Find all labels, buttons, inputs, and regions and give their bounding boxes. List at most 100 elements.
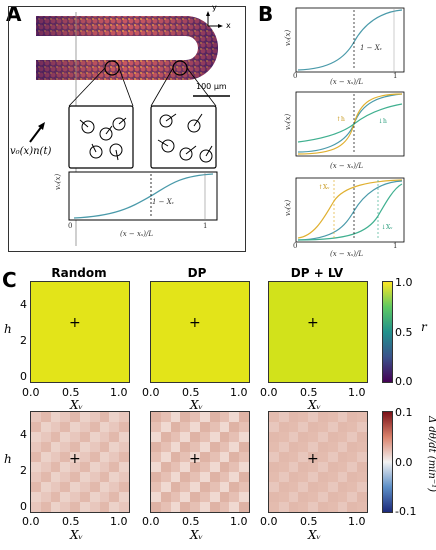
xtick-t3-1: 0.5 xyxy=(300,386,318,399)
heatmap-cell xyxy=(308,472,318,482)
xlabel-b2: Xᵥ xyxy=(190,528,204,542)
h-label-top: h xyxy=(4,322,12,336)
heatmap-cell xyxy=(109,422,120,432)
scalebar-label: 100 μm xyxy=(196,82,227,91)
cells-left xyxy=(79,117,127,161)
ytick-bot-4: 4 xyxy=(20,428,27,441)
heatmap-cell xyxy=(209,442,220,452)
heatmap-cell xyxy=(151,442,161,452)
graph-a-tick-0: 0 xyxy=(68,222,73,230)
xtick-t2-1: 0.5 xyxy=(182,386,200,399)
heatmap-cell xyxy=(170,422,181,432)
heatmap-cell xyxy=(70,482,80,492)
heatmap-cell xyxy=(288,422,299,432)
heatmap-cell xyxy=(89,432,100,442)
heatmap-cell xyxy=(190,472,200,482)
heatmap-cell xyxy=(229,452,240,462)
heatmap-cell xyxy=(31,482,41,492)
heatmap-cell xyxy=(190,502,200,512)
heatmap-cell xyxy=(180,482,191,492)
plot-b2-xlabel: (x − xₛ)/L xyxy=(330,162,364,170)
heatmap-cell xyxy=(180,442,191,452)
heatmap-bottom-dplv xyxy=(268,411,368,513)
heatmap-cell xyxy=(60,422,71,432)
heatmap-cell xyxy=(219,442,230,452)
heatmap-cell xyxy=(219,472,230,482)
ytick-top-0: 0 xyxy=(20,370,27,383)
xtick-b3-1: 0.5 xyxy=(300,515,318,528)
xtick-t1-2: 1.0 xyxy=(110,386,128,399)
heatmap-cell xyxy=(308,482,318,492)
heatmap-cell xyxy=(109,502,120,512)
heatmap-cell xyxy=(151,452,161,462)
heatmap-cell xyxy=(357,432,367,442)
marker-top-dplv: + xyxy=(307,315,319,331)
plot-b2-ylabel: v₀(x) xyxy=(284,113,292,130)
heatmap-cell xyxy=(200,452,210,462)
heatmap-cell xyxy=(60,492,71,502)
heatmap-cell xyxy=(180,472,191,482)
heatmap-cell xyxy=(209,482,220,492)
heatmap-bottom-random xyxy=(30,411,130,513)
heatmap-cell xyxy=(190,432,200,442)
heatmap-cell xyxy=(40,482,51,492)
heatmap-cell xyxy=(119,442,129,452)
heatmap-cell xyxy=(219,422,230,432)
heatmap-cell xyxy=(209,462,220,472)
heatmap-cell xyxy=(357,472,367,482)
heatmap-cell xyxy=(288,432,299,442)
heatmap-cell xyxy=(298,462,309,472)
heatmap-cell xyxy=(318,422,328,432)
xtick-t3-2: 1.0 xyxy=(348,386,366,399)
heatmap-cell xyxy=(50,432,61,442)
plot-b3-annotation-up: ↑Xᵥ xyxy=(318,184,330,191)
heatmap-cell xyxy=(80,452,90,462)
heatmap-cell xyxy=(298,412,309,422)
heatmap-cell xyxy=(239,472,249,482)
ytick-top-2: 2 xyxy=(20,334,27,347)
heatmap-cell xyxy=(200,432,210,442)
heatmap-cell xyxy=(278,472,289,482)
marker-top-dp: + xyxy=(189,315,201,331)
heatmap-cell xyxy=(40,502,51,512)
heatmap-cell xyxy=(190,422,200,432)
heatmap-cell xyxy=(70,472,80,482)
heatmap-cell xyxy=(347,472,358,482)
heatmap-cell xyxy=(327,482,338,492)
heatmap-cell xyxy=(278,442,289,452)
heatmap-cell xyxy=(229,472,240,482)
heatmap-cell xyxy=(239,432,249,442)
ytick-top-4: 4 xyxy=(20,298,27,311)
heatmap-cell xyxy=(31,492,41,502)
heatmap-cell xyxy=(99,462,110,472)
heatmap-cell xyxy=(160,452,171,462)
marker-bottom-random: + xyxy=(69,451,81,467)
heatmap-cell xyxy=(219,462,230,472)
cbar-r-tick-0: 0.0 xyxy=(395,375,413,388)
heatmap-cell xyxy=(70,442,80,452)
heatmap-cell xyxy=(89,452,100,462)
xtick-t1-0: 0.0 xyxy=(22,386,40,399)
heatmap-cell xyxy=(308,442,318,452)
graph-a-box xyxy=(68,171,218,221)
plot-b2-annotation-up: ↑h xyxy=(336,116,345,123)
heatmap-cell xyxy=(269,452,279,462)
heatmap-cell xyxy=(209,412,220,422)
heatmap-cell xyxy=(219,452,230,462)
plot-b3-ylabel: v₀(x) xyxy=(284,199,292,216)
heatmap-cell xyxy=(170,432,181,442)
heatmap-cell xyxy=(151,462,161,472)
heatmap-cell xyxy=(40,422,51,432)
heatmap-cell xyxy=(239,452,249,462)
heatmap-cell xyxy=(80,462,90,472)
heatmap-cell xyxy=(50,452,61,462)
heatmap-cell xyxy=(298,422,309,432)
heatmap-cell xyxy=(200,422,210,432)
heatmap-cell xyxy=(239,442,249,452)
u-channel xyxy=(36,16,218,80)
heatmap-cell xyxy=(40,462,51,472)
heatmap-cell xyxy=(99,432,110,442)
heatmap-cell xyxy=(170,502,181,512)
heatmap-top-dp xyxy=(150,281,250,383)
heatmap-cell xyxy=(229,432,240,442)
